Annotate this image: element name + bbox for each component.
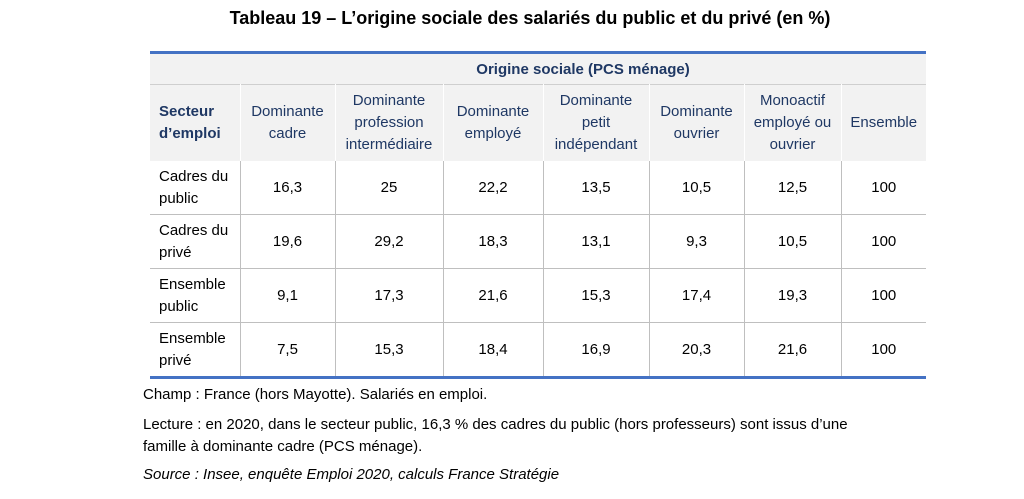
column-header: Ensemble — [841, 84, 927, 161]
lecture-note-line1: Lecture : en 2020, dans le secteur publi… — [143, 416, 848, 433]
table-cell: 9,1 — [240, 268, 336, 323]
column-header: Dominante ouvrier — [649, 84, 745, 161]
table-row: Ensemble privé 7,5 15,3 18,4 16,9 20,3 2… — [150, 322, 927, 379]
row-label: Cadres du public — [150, 161, 241, 215]
table-cell: 25 — [335, 161, 444, 215]
table-cell: 18,4 — [443, 322, 544, 379]
row-label: Ensemble privé — [150, 322, 241, 379]
table-row: Cadres du privé 19,6 29,2 18,3 13,1 9,3 … — [150, 214, 927, 269]
group-header: Origine sociale (PCS ménage) — [240, 51, 927, 85]
table-cell: 15,3 — [335, 322, 444, 379]
table-cell: 100 — [841, 214, 927, 269]
table-cell: 13,1 — [543, 214, 650, 269]
table-cell: 16,3 — [240, 161, 336, 215]
champ-note: Champ : France (hors Mayotte). Salariés … — [143, 386, 488, 403]
source-note: Source : Insee, enquête Emploi 2020, cal… — [143, 466, 560, 483]
lecture-note-line2: famille à dominante cadre (PCS ménage). — [143, 438, 423, 455]
table-title: Tableau 19 – L’origine sociale des salar… — [229, 8, 831, 28]
table-cell: 12,5 — [744, 161, 842, 215]
column-header: Monoactif employé ou ouvrier — [744, 84, 842, 161]
table-row: Ensemble public 9,1 17,3 21,6 15,3 17,4 … — [150, 268, 927, 323]
table-cell: 22,2 — [443, 161, 544, 215]
column-header: Dominante cadre — [240, 84, 336, 161]
table-notes: Champ : France (hors Mayotte). Salariés … — [143, 384, 943, 486]
table-cell: 16,9 — [543, 322, 650, 379]
table-cell: 17,4 — [649, 268, 745, 323]
group-header-spacer — [150, 51, 240, 85]
table-cell: 10,5 — [649, 161, 745, 215]
row-label: Ensemble public — [150, 268, 241, 323]
row-label: Cadres du privé — [150, 214, 241, 269]
table-cell: 15,3 — [543, 268, 650, 323]
table-cell: 29,2 — [335, 214, 444, 269]
table-cell: 9,3 — [649, 214, 745, 269]
table-cell: 17,3 — [335, 268, 444, 323]
table-cell: 20,3 — [649, 322, 745, 379]
table-row: Cadres du public 16,3 25 22,2 13,5 10,5 … — [150, 161, 927, 215]
table-cell: 100 — [841, 268, 927, 323]
table-cell: 21,6 — [744, 322, 842, 379]
table-cell: 18,3 — [443, 214, 544, 269]
column-header: Dominante profession intermédiaire — [335, 84, 444, 161]
table-cell: 100 — [841, 161, 927, 215]
table-cell: 10,5 — [744, 214, 842, 269]
table-cell: 7,5 — [240, 322, 336, 379]
table-cell: 100 — [841, 322, 927, 379]
table-cell: 19,6 — [240, 214, 336, 269]
data-table: Origine sociale (PCS ménage) Secteur d’e… — [150, 51, 927, 379]
row-header: Secteur d’emploi — [150, 84, 241, 161]
table-cell: 13,5 — [543, 161, 650, 215]
column-header: Dominante petit indépendant — [543, 84, 650, 161]
column-header: Dominante employé — [443, 84, 544, 161]
column-header-row: Secteur d’emploi Dominante cadre Dominan… — [150, 84, 927, 161]
table-cell: 19,3 — [744, 268, 842, 323]
group-header-row: Origine sociale (PCS ménage) — [150, 51, 927, 85]
table-cell: 21,6 — [443, 268, 544, 323]
